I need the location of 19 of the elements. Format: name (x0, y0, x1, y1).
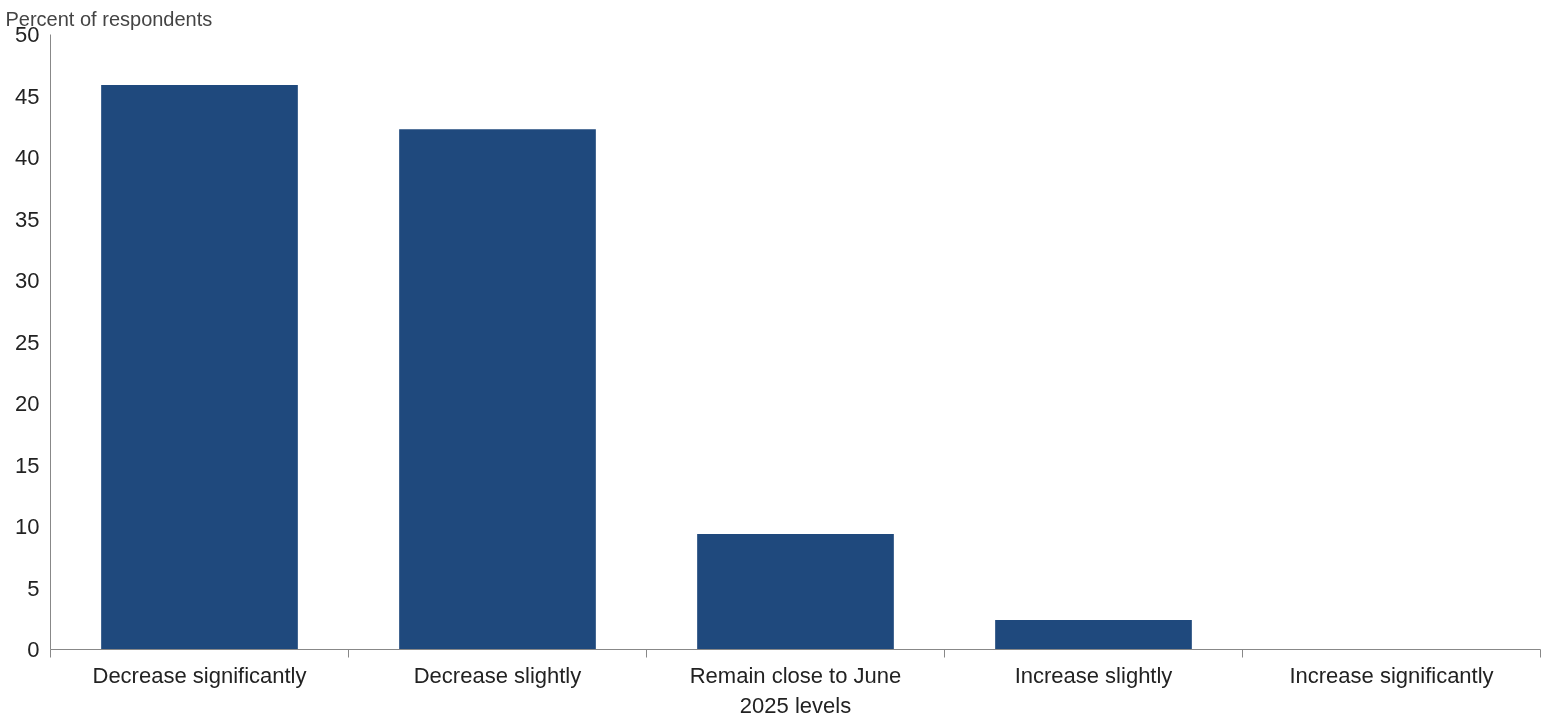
x-tick-label: Decrease significantly (92, 662, 307, 688)
bar (399, 129, 596, 650)
bar (697, 533, 894, 650)
y-tick-label: 10 (15, 514, 40, 539)
x-tick-label: Decrease slightly (413, 662, 582, 688)
y-tick-label: 25 (15, 329, 40, 355)
x-tick-label: Increase slightly (1014, 662, 1173, 688)
y-tick-label: 45 (15, 83, 40, 109)
y-tick-label: 20 (15, 391, 40, 416)
y-tick-label: 40 (15, 145, 40, 170)
x-tick-label: Remain close to June 2025 levels (689, 662, 902, 718)
y-tick-label: 5 (27, 575, 40, 601)
y-tick-label: 15 (15, 452, 40, 478)
y-tick-label: 35 (15, 206, 40, 232)
bar (101, 84, 298, 650)
x-tick-label: Increase significantly (1289, 662, 1494, 688)
bar (995, 619, 1192, 650)
y-tick-label: 0 (27, 637, 40, 662)
y-tick-label: 30 (15, 268, 40, 293)
